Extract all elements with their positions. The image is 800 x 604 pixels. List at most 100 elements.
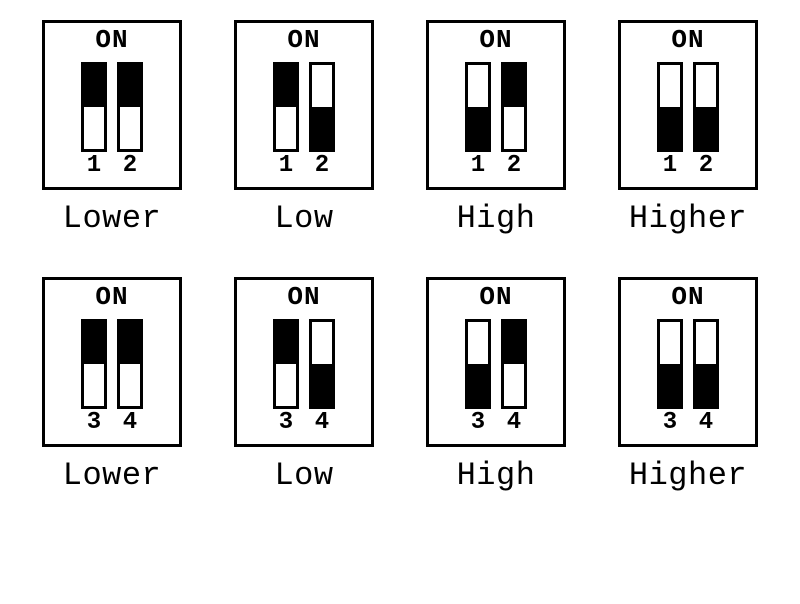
switch-number: 3 xyxy=(279,411,293,435)
switch-bottom-half xyxy=(468,364,488,406)
switch-column: 2 xyxy=(501,62,527,178)
switch-number: 1 xyxy=(663,154,677,178)
on-label: ON xyxy=(95,284,128,310)
on-label: ON xyxy=(671,27,704,53)
switch-row: 34 xyxy=(273,312,335,442)
switch-top-half xyxy=(696,65,716,107)
switch-column: 3 xyxy=(81,319,107,435)
switch-number: 3 xyxy=(471,411,485,435)
dip-switch-cell: ON34 Higher xyxy=(606,277,770,494)
switch-row: 12 xyxy=(465,55,527,185)
dip-switch-box: ON34 xyxy=(42,277,182,447)
dip-switch-cell: ON12Lower xyxy=(30,20,194,237)
caption-label: Higher xyxy=(629,200,747,237)
switch-bottom-half xyxy=(660,107,680,149)
dip-switch-box: ON12 xyxy=(426,20,566,190)
switch-column: 4 xyxy=(309,319,335,435)
switch-row: 12 xyxy=(273,55,335,185)
switch-bottom-half xyxy=(504,107,524,149)
on-label: ON xyxy=(287,27,320,53)
caption-label: Higher xyxy=(629,457,747,494)
switch-bottom-half xyxy=(312,107,332,149)
switch-column: 3 xyxy=(273,319,299,435)
switch-slot xyxy=(273,62,299,152)
dip-switch-cell: ON34Lower xyxy=(30,277,194,494)
dip-switch-cell: ON34High xyxy=(414,277,578,494)
switch-top-half xyxy=(504,65,524,107)
switch-top-half xyxy=(468,65,488,107)
switch-slot xyxy=(693,319,719,409)
switch-bottom-half xyxy=(504,364,524,406)
caption-label: Low xyxy=(274,200,333,237)
switch-slot xyxy=(273,319,299,409)
switch-bottom-half xyxy=(84,364,104,406)
caption-label: Lower xyxy=(63,200,162,237)
switch-row: 34 xyxy=(81,312,143,442)
switch-slot xyxy=(657,62,683,152)
on-label: ON xyxy=(95,27,128,53)
switch-top-half xyxy=(312,322,332,364)
switch-bottom-half xyxy=(660,364,680,406)
switch-slot xyxy=(81,319,107,409)
switch-slot xyxy=(81,62,107,152)
switch-slot xyxy=(465,62,491,152)
switch-column: 1 xyxy=(81,62,107,178)
switch-number: 2 xyxy=(699,154,713,178)
dip-switch-grid: ON12LowerON12LowON12HighON12HigherON34Lo… xyxy=(30,20,770,494)
switch-top-half xyxy=(468,322,488,364)
switch-slot xyxy=(465,319,491,409)
switch-row: 34 xyxy=(465,312,527,442)
switch-top-half xyxy=(660,322,680,364)
switch-slot xyxy=(309,62,335,152)
switch-top-half xyxy=(276,65,296,107)
switch-row: 12 xyxy=(657,55,719,185)
dip-switch-box: ON34 xyxy=(618,277,758,447)
switch-slot xyxy=(501,62,527,152)
switch-column: 1 xyxy=(657,62,683,178)
switch-number: 4 xyxy=(315,411,329,435)
switch-bottom-half xyxy=(120,107,140,149)
switch-number: 4 xyxy=(507,411,521,435)
dip-switch-cell: ON12Higher xyxy=(606,20,770,237)
switch-bottom-half xyxy=(696,107,716,149)
switch-column: 1 xyxy=(273,62,299,178)
switch-row: 12 xyxy=(81,55,143,185)
switch-bottom-half xyxy=(84,107,104,149)
caption-label: Low xyxy=(274,457,333,494)
on-label: ON xyxy=(479,27,512,53)
switch-number: 1 xyxy=(279,154,293,178)
switch-slot xyxy=(657,319,683,409)
switch-number: 1 xyxy=(471,154,485,178)
switch-top-half xyxy=(120,322,140,364)
switch-top-half xyxy=(276,322,296,364)
switch-column: 4 xyxy=(117,319,143,435)
dip-switch-box: ON12 xyxy=(618,20,758,190)
dip-switch-cell: ON12Low xyxy=(222,20,386,237)
caption-label: Lower xyxy=(63,457,162,494)
switch-number: 3 xyxy=(87,411,101,435)
switch-bottom-half xyxy=(468,107,488,149)
switch-top-half xyxy=(312,65,332,107)
dip-switch-box: ON12 xyxy=(42,20,182,190)
switch-bottom-half xyxy=(120,364,140,406)
switch-number: 2 xyxy=(315,154,329,178)
switch-number: 2 xyxy=(123,154,137,178)
switch-column: 2 xyxy=(309,62,335,178)
dip-switch-cell: ON34 Low xyxy=(222,277,386,494)
switch-number: 4 xyxy=(123,411,137,435)
dip-switch-box: ON34 xyxy=(234,277,374,447)
switch-top-half xyxy=(84,65,104,107)
switch-slot xyxy=(117,62,143,152)
switch-number: 4 xyxy=(699,411,713,435)
switch-row: 34 xyxy=(657,312,719,442)
switch-column: 3 xyxy=(465,319,491,435)
switch-bottom-half xyxy=(276,107,296,149)
switch-column: 4 xyxy=(501,319,527,435)
dip-switch-cell: ON12High xyxy=(414,20,578,237)
switch-number: 2 xyxy=(507,154,521,178)
switch-top-half xyxy=(120,65,140,107)
switch-column: 1 xyxy=(465,62,491,178)
switch-slot xyxy=(309,319,335,409)
switch-column: 2 xyxy=(693,62,719,178)
switch-bottom-half xyxy=(276,364,296,406)
